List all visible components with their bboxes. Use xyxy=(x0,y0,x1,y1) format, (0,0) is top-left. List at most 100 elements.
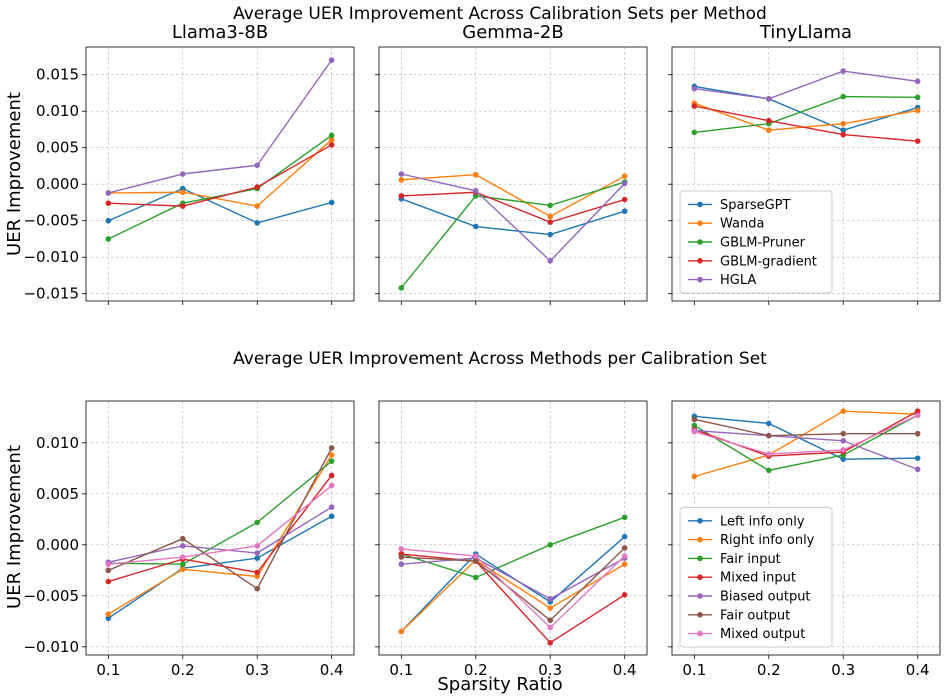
data-point-right-info-only xyxy=(840,408,847,415)
data-point-gblm-gradient xyxy=(254,184,261,190)
charts: −0.015 −0.010 −0.005 0.000 0.005 0.010 0.015 Ll… xyxy=(23,22,941,679)
panel-r0-c1: Gemma-2B xyxy=(375,22,648,305)
data-point-sparsegpt xyxy=(621,208,628,215)
y-tick-label: −0.010 xyxy=(23,248,79,266)
data-point-biased-output xyxy=(398,561,405,568)
data-point-sparsegpt xyxy=(328,199,335,206)
series-line-gblm-gradient xyxy=(108,144,333,207)
data-point-fair-input xyxy=(547,542,554,548)
y-tick-label: −0.005 xyxy=(23,587,79,605)
series-line-sparsegpt xyxy=(401,198,625,236)
axes-frame xyxy=(85,46,355,302)
y-tick-label: 0.005 xyxy=(36,485,79,503)
y-tick-label: 0.000 xyxy=(36,536,79,554)
data-point-fair-output xyxy=(398,554,405,560)
data-point-mixed-input xyxy=(621,592,628,598)
data-point-sparsegpt xyxy=(840,127,847,134)
x-tick-label: 0.2 xyxy=(171,661,195,679)
series-line-mixed-output xyxy=(694,414,918,455)
data-point-hgla xyxy=(254,162,261,169)
data-point-mixed-input xyxy=(254,569,261,576)
data-point-fair-output xyxy=(621,545,628,551)
legend-box xyxy=(679,506,833,648)
x-tick-label: 0.2 xyxy=(464,661,488,679)
series-line-left-info-only xyxy=(694,415,918,460)
data-point-fair-input xyxy=(328,458,335,464)
legend-label: Left info only xyxy=(720,514,805,529)
top-row-suptitle: Average UER Improvement Across Calibrati… xyxy=(233,4,767,24)
legend-marker-sparsegpt xyxy=(697,201,703,208)
data-point-right-info-only xyxy=(254,573,261,580)
data-point-fair-output xyxy=(105,567,112,574)
legend-marker-biased-output xyxy=(697,593,703,599)
x-tick-label: 0.4 xyxy=(320,661,344,679)
data-point-gblm-gradient xyxy=(547,219,554,225)
y-tick-label: −0.005 xyxy=(23,212,79,230)
data-point-mixed-output xyxy=(179,554,186,560)
data-point-right-info-only xyxy=(105,611,112,617)
legend-label: GBLM-gradient xyxy=(720,254,817,269)
data-point-fair-input xyxy=(254,519,261,526)
series-line-mixed-input xyxy=(108,475,333,583)
series-line-hgla xyxy=(108,59,333,194)
data-point-right-info-only xyxy=(691,473,698,480)
series-line-fair-output xyxy=(401,547,626,622)
data-point-mixed-output xyxy=(472,553,479,559)
data-point-gblm-gradient xyxy=(328,142,335,148)
data-point-fair-input xyxy=(472,574,479,581)
data-point-gblm-gradient xyxy=(765,117,772,124)
legend: SparseGPT Wanda GBLM-Pruner GBLM-gradient HG… xyxy=(679,190,833,294)
data-point-right-info-only xyxy=(328,452,335,458)
axes-frame xyxy=(85,400,355,656)
data-point-sparsegpt xyxy=(547,231,554,238)
top-ylabel: UER Improvement xyxy=(4,92,25,256)
legend-marker-fair-input xyxy=(697,555,703,562)
axes-frame xyxy=(378,46,648,302)
data-point-fair-input xyxy=(691,422,698,429)
data-point-mixed-output xyxy=(105,561,112,568)
x-tick-label: 0.3 xyxy=(831,661,855,679)
x-tick-label: 0.2 xyxy=(757,661,781,679)
series-line-wanda xyxy=(108,139,333,207)
series-line-gblm-gradient xyxy=(694,105,918,142)
bottom-row-suptitle: Average UER Improvement Across Methods p… xyxy=(233,349,767,369)
panel-r0-c2: TinyLlama SparseGPT Wanda GBLM-Pruner GBLM-g… xyxy=(668,22,941,305)
data-point-fair-output xyxy=(691,416,698,423)
data-point-gblm-pruner xyxy=(398,285,405,291)
data-point-wanda xyxy=(472,171,479,178)
data-point-left-info-only xyxy=(765,420,772,427)
data-point-hgla xyxy=(914,78,921,85)
data-point-mixed-output xyxy=(691,428,698,435)
panel-r1-c1: 0.1 0.2 0.3 0.4 xyxy=(375,400,648,679)
data-point-hgla xyxy=(691,85,698,92)
y-tick-label: 0.010 xyxy=(36,102,79,120)
legend-marker-mixed-input xyxy=(697,574,703,580)
data-point-left-info-only xyxy=(254,555,261,561)
data-point-gblm-pruner xyxy=(691,129,698,136)
data-point-gblm-gradient xyxy=(691,103,698,109)
data-point-biased-output xyxy=(328,504,335,510)
series-line-sparsegpt xyxy=(694,85,918,131)
legend-label: Wanda xyxy=(720,217,764,232)
y-tick-label: 0.015 xyxy=(36,66,79,84)
data-point-gblm-pruner xyxy=(328,132,335,139)
data-point-sparsegpt xyxy=(105,217,112,224)
series-line-fair-output xyxy=(108,447,333,590)
series-line-gblm-pruner xyxy=(400,181,625,289)
legend-label: Fair output xyxy=(720,608,790,623)
bottom-ylabel: UER Improvement xyxy=(4,445,25,609)
data-point-left-info-only xyxy=(328,513,335,520)
data-point-right-info-only xyxy=(621,561,628,568)
data-point-mixed-output xyxy=(547,624,554,631)
legend-label: GBLM-Pruner xyxy=(720,236,806,251)
data-point-hgla xyxy=(547,258,554,264)
panel-title: Llama3-8B xyxy=(172,22,268,43)
data-point-mixed-output xyxy=(840,447,847,453)
data-point-hgla xyxy=(765,96,772,102)
series-line-right-info-only xyxy=(400,559,626,633)
data-point-wanda xyxy=(254,203,261,209)
series-line-mixed-output xyxy=(108,485,333,565)
data-point-wanda xyxy=(328,136,335,143)
data-point-gblm-pruner xyxy=(840,93,847,100)
